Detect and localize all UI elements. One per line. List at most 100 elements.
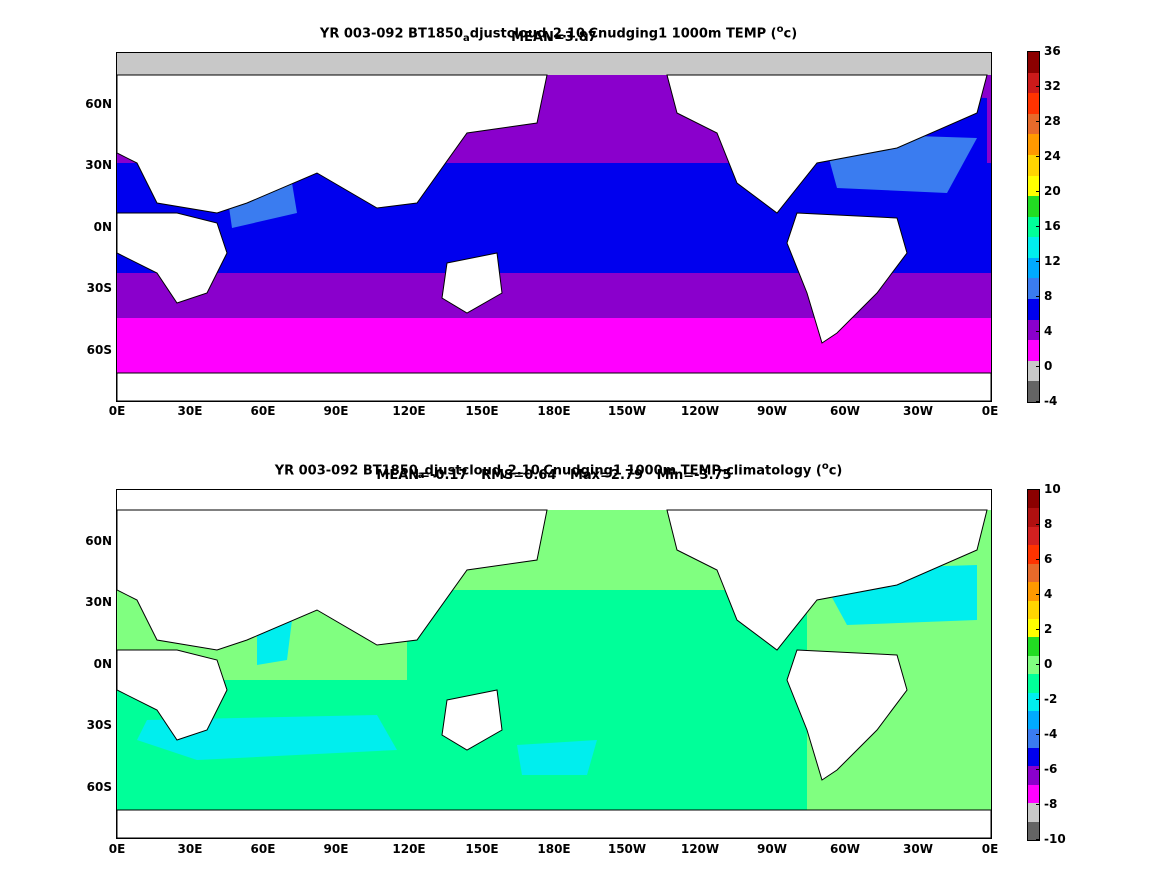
title-sub: a (417, 469, 425, 481)
bottom-xtick-180e: 180E (537, 842, 571, 856)
australia-land (441, 689, 503, 751)
colorbar-tick-mark (1036, 86, 1040, 87)
colorbar-segment (1028, 381, 1039, 403)
title-text: Cnudging1 1000m TEMP-climatology ( (543, 463, 822, 479)
top-ytick-0n: 0N (93, 220, 112, 234)
bottom-ytick-30n: 30N (85, 595, 112, 609)
bottom-ytick-60n: 60N (85, 534, 112, 548)
title-text: c) (783, 26, 798, 42)
top-map-plot (116, 52, 992, 402)
colorbar-segment (1028, 134, 1039, 156)
top-xtick-150w: 150W (607, 404, 647, 418)
antarctic-band (117, 318, 991, 373)
colorbar-segment (1028, 216, 1039, 238)
colorbar-tick-label: -6 (1044, 762, 1058, 776)
colorbar-segment (1028, 154, 1039, 177)
colorbar-segment (1028, 526, 1039, 546)
colorbar-tick-mark (1036, 156, 1040, 157)
title-text: YR 003-092 BT1850 (319, 26, 464, 42)
colorbar-tick-label: -4 (1044, 394, 1058, 408)
bottom-xtick-150w: 150W (607, 842, 647, 856)
colorbar-segment (1028, 52, 1039, 74)
colorbar-tick-label: 0 (1044, 359, 1053, 373)
colorbar-tick-label: -4 (1044, 727, 1058, 741)
title-sub: v (546, 32, 553, 44)
colorbar-tick-mark (1036, 804, 1040, 805)
colorbar-tick-label: 4 (1044, 587, 1053, 601)
top-xtick-0e-end: 0E (981, 404, 999, 418)
top-xtick-60e: 60E (250, 404, 276, 418)
arctic-land (117, 490, 991, 510)
bottom-xtick-150e: 150E (465, 842, 499, 856)
bottom-map-svg (117, 490, 991, 838)
top-map-stats: MEAN=3.87 (511, 30, 597, 45)
colorbar-tick-mark (1036, 839, 1040, 840)
africa-land (117, 212, 228, 304)
colorbar-tick-mark (1036, 261, 1040, 262)
north-america-land (666, 74, 988, 214)
colorbar-tick-mark (1036, 524, 1040, 525)
colorbar-tick-label: 10 (1044, 482, 1061, 496)
title-text: 2.10 (507, 463, 540, 479)
bottom-map-stats: MEAN=-0.17 RMS=0.64 Max=2.79 Min=-3.75 (376, 468, 732, 483)
top-ytick-60s: 60S (86, 343, 112, 357)
bottom-xtick-120e: 120E (392, 842, 426, 856)
bottom-map-plot (116, 489, 992, 839)
title-text: c) (828, 463, 843, 479)
antarctica-land (117, 809, 991, 838)
title-sup: o (776, 24, 784, 35)
title-text: YR 003-092 BT1850 (274, 463, 418, 479)
colorbar-tick-mark (1036, 226, 1040, 227)
colorbar-tick-mark (1036, 699, 1040, 700)
colorbar-segment (1028, 93, 1039, 115)
colorbar-segment (1028, 257, 1039, 279)
bottom-xtick-30e: 30E (177, 842, 203, 856)
colorbar-tick-mark (1036, 401, 1040, 402)
colorbar-tick-label: 8 (1044, 517, 1053, 531)
top-xtick-120e: 120E (392, 404, 426, 418)
colorbar-segment (1028, 803, 1039, 823)
colorbar-tick-mark (1036, 191, 1040, 192)
top-map-svg (117, 53, 991, 401)
colorbar-tick-label: 4 (1044, 324, 1053, 338)
colorbar-segment (1028, 196, 1039, 218)
colorbar-tick-label: 16 (1044, 219, 1061, 233)
eurasia-land (117, 509, 548, 651)
top-xtick-150e: 150E (465, 404, 499, 418)
colorbar-segment (1028, 674, 1039, 694)
bottom-map-title: YR 003-092 BT1850adjustcloudv2.10lCnudgi… (116, 443, 992, 484)
colorbar-tick-label: 2 (1044, 622, 1053, 636)
colorbar-tick-label: 36 (1044, 44, 1061, 58)
title-sub: l (539, 469, 544, 481)
colorbar-tick-label: 6 (1044, 552, 1053, 566)
top-xtick-180e: 180E (537, 404, 571, 418)
colorbar-segment (1028, 655, 1039, 675)
southern-cool (517, 740, 597, 775)
colorbar-segment (1028, 711, 1039, 730)
colorbar-tick-mark (1036, 559, 1040, 560)
colorbar-segment (1028, 113, 1039, 135)
bottom-xtick-60w: 60W (830, 842, 860, 856)
colorbar-tick-label: -8 (1044, 797, 1058, 811)
colorbar-segment (1028, 319, 1039, 341)
australia-land (441, 252, 503, 314)
title-text: Cnudging1 1000m TEMP ( (588, 26, 777, 42)
title-sub: l (585, 32, 589, 44)
bottom-ytick-60s: 60S (86, 780, 112, 794)
title-text: djustcloud (469, 26, 547, 42)
colorbar-tick-label: 12 (1044, 254, 1061, 268)
colorbar-tick-mark (1036, 331, 1040, 332)
colorbar-segment (1028, 237, 1039, 259)
colorbar-segment (1028, 766, 1039, 786)
arctic-land (117, 53, 991, 75)
colorbar-tick-mark (1036, 489, 1040, 490)
eurasia-land (117, 74, 548, 214)
colorbar-segment (1028, 508, 1039, 528)
colorbar-tick-label: 28 (1044, 114, 1061, 128)
bottom-xtick-120w: 120W (680, 842, 720, 856)
top-xtick-60w: 60W (830, 404, 860, 418)
colorbar-segment (1028, 175, 1039, 197)
top-xtick-90e: 90E (323, 404, 349, 418)
bottom-xtick-90w: 90W (757, 842, 787, 856)
colorbar-tick-label: -2 (1044, 692, 1058, 706)
